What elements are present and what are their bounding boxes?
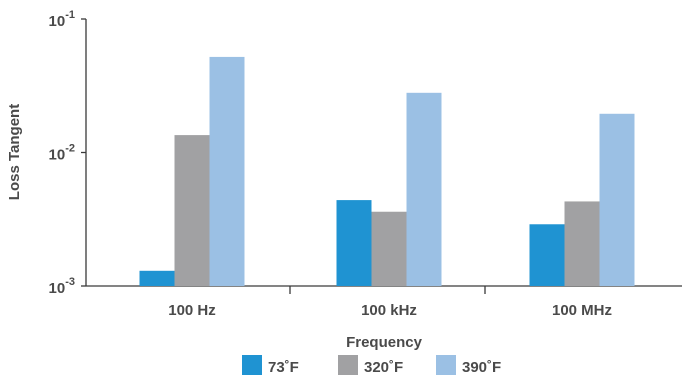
legend-swatch	[242, 355, 262, 375]
y-tick-label-exponent: -1	[65, 9, 75, 21]
legend-swatch	[436, 355, 456, 375]
legend-label: 73˚F	[268, 359, 299, 376]
bar-2-0	[529, 224, 565, 286]
y-tick-label: 10-2	[49, 143, 75, 164]
y-ticks: 10-310-210-1	[49, 9, 86, 297]
y-tick-label: 10-3	[49, 276, 75, 297]
y-tick-label-base: 10	[49, 147, 66, 164]
bar-0-0	[139, 270, 175, 286]
category-labels: 100 Hz 100 kHz 100 MHz	[168, 302, 612, 319]
bar-1-2	[406, 92, 442, 286]
category-label: 100 Hz	[168, 302, 216, 319]
bar-2-2	[599, 113, 635, 286]
category-label: 100 kHz	[361, 302, 417, 319]
x-ticks	[289, 286, 486, 294]
legend-label: 390˚F	[462, 359, 501, 376]
legend-label: 320˚F	[364, 359, 403, 376]
x-axis-title: Frequency	[346, 334, 423, 351]
bar-0-1	[174, 135, 210, 286]
bar-1-0	[336, 200, 372, 286]
y-tick-label: 10-1	[49, 9, 75, 30]
legend: 73˚F 320˚F 390˚F	[242, 355, 501, 376]
y-tick-label-exponent: -3	[65, 276, 75, 288]
y-tick-label-base: 10	[49, 280, 66, 297]
y-axis-title: Loss Tangent	[6, 104, 23, 200]
bar-2-1	[564, 201, 600, 286]
bar-0-2	[209, 56, 245, 286]
bars	[139, 56, 635, 286]
legend-swatch	[338, 355, 358, 375]
y-tick-label-exponent: -2	[65, 143, 75, 155]
y-tick-label-base: 10	[49, 13, 66, 30]
category-label: 100 MHz	[552, 302, 612, 319]
bar-1-1	[371, 211, 407, 286]
